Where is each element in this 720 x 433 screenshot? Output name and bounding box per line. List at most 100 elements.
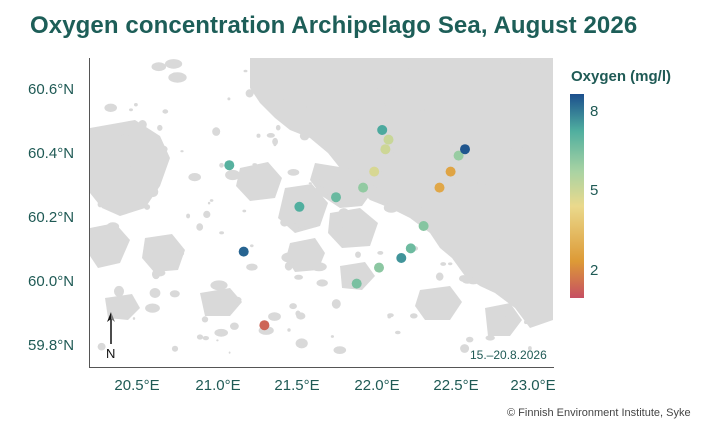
- small-island: [377, 251, 384, 255]
- small-island: [201, 316, 209, 323]
- small-island: [286, 79, 301, 91]
- small-island: [207, 201, 211, 205]
- small-island: [155, 145, 168, 153]
- lat-label: 60.6°N: [28, 81, 75, 98]
- station-marker[interactable]: [294, 201, 305, 212]
- small-island: [214, 328, 228, 337]
- small-island: [477, 180, 487, 186]
- small-island: [252, 163, 257, 166]
- small-island: [242, 209, 247, 213]
- small-island: [149, 288, 161, 298]
- station-marker[interactable]: [383, 134, 394, 145]
- small-island: [141, 190, 150, 199]
- small-island: [311, 262, 327, 272]
- small-island: [120, 134, 130, 141]
- lon-label: 23.0°E: [510, 377, 556, 394]
- north-arrow: N: [104, 312, 120, 367]
- station-marker[interactable]: [374, 262, 384, 273]
- small-island: [308, 182, 312, 185]
- small-island: [281, 252, 300, 263]
- lat-label: 60.0°N: [28, 273, 75, 290]
- small-island: [408, 65, 412, 69]
- station-marker[interactable]: [460, 144, 470, 155]
- small-island: [333, 141, 339, 147]
- small-island: [132, 317, 136, 320]
- station-marker[interactable]: [405, 243, 416, 254]
- small-island: [289, 303, 297, 310]
- small-island: [147, 156, 152, 160]
- small-island: [106, 159, 115, 167]
- small-island: [498, 238, 512, 248]
- small-island: [212, 127, 221, 136]
- small-island: [216, 339, 219, 342]
- small-island: [162, 109, 169, 114]
- small-island: [294, 274, 303, 280]
- small-island: [487, 255, 496, 261]
- small-island: [383, 202, 399, 213]
- small-island: [380, 172, 394, 181]
- small-island: [228, 351, 231, 354]
- small-island: [488, 160, 494, 165]
- small-island: [391, 144, 402, 154]
- lon-label: 22.0°E: [354, 377, 400, 394]
- small-island: [152, 269, 166, 277]
- colorbar-label: 8: [590, 103, 599, 120]
- small-island: [97, 342, 106, 351]
- north-label: N: [106, 346, 115, 361]
- small-island: [250, 244, 254, 248]
- small-island: [287, 169, 300, 176]
- small-island: [173, 72, 176, 76]
- small-island: [410, 313, 418, 319]
- station-marker[interactable]: [351, 278, 362, 289]
- station-marker[interactable]: [434, 182, 445, 193]
- small-island: [520, 211, 524, 214]
- station-marker[interactable]: [358, 182, 369, 193]
- small-island: [438, 139, 453, 148]
- small-island: [97, 201, 103, 208]
- map-area[interactable]: [90, 58, 553, 367]
- small-island: [316, 279, 328, 287]
- small-island: [455, 237, 462, 245]
- small-island: [296, 218, 306, 229]
- small-island: [230, 322, 239, 330]
- small-island: [227, 97, 231, 101]
- small-island: [333, 346, 347, 354]
- colorbar-tick: [584, 112, 589, 113]
- small-island: [371, 100, 386, 111]
- station-marker[interactable]: [238, 246, 249, 257]
- map-svg: [90, 58, 553, 367]
- station-marker[interactable]: [380, 144, 391, 155]
- station-marker[interactable]: [453, 150, 464, 161]
- station-marker[interactable]: [377, 125, 388, 135]
- station-marker[interactable]: [396, 253, 407, 263]
- small-island: [510, 146, 525, 156]
- station-marker[interactable]: [445, 166, 456, 177]
- small-island: [448, 262, 453, 266]
- small-island: [523, 82, 532, 92]
- station-marker[interactable]: [418, 221, 429, 231]
- stations-layer: [224, 125, 470, 331]
- small-island: [386, 64, 389, 67]
- station-marker[interactable]: [259, 320, 270, 331]
- small-island: [299, 131, 310, 141]
- small-island: [293, 221, 297, 224]
- small-island: [117, 162, 127, 168]
- small-island: [188, 173, 201, 182]
- small-island: [165, 59, 183, 69]
- colorbar-tick: [584, 271, 589, 272]
- station-marker[interactable]: [224, 160, 235, 171]
- period-label: 15.–20.8.2026: [470, 348, 547, 362]
- small-island: [186, 213, 191, 219]
- small-island: [314, 224, 318, 228]
- small-island: [462, 112, 469, 118]
- small-island: [338, 157, 344, 161]
- small-island: [356, 100, 369, 109]
- small-island: [477, 225, 482, 231]
- lat-label: 60.2°N: [28, 209, 75, 226]
- north-arrow-icon: N: [106, 312, 115, 361]
- station-marker[interactable]: [369, 166, 380, 177]
- station-marker[interactable]: [331, 192, 341, 203]
- small-island: [245, 89, 254, 98]
- small-island: [246, 263, 258, 271]
- small-island: [524, 320, 528, 325]
